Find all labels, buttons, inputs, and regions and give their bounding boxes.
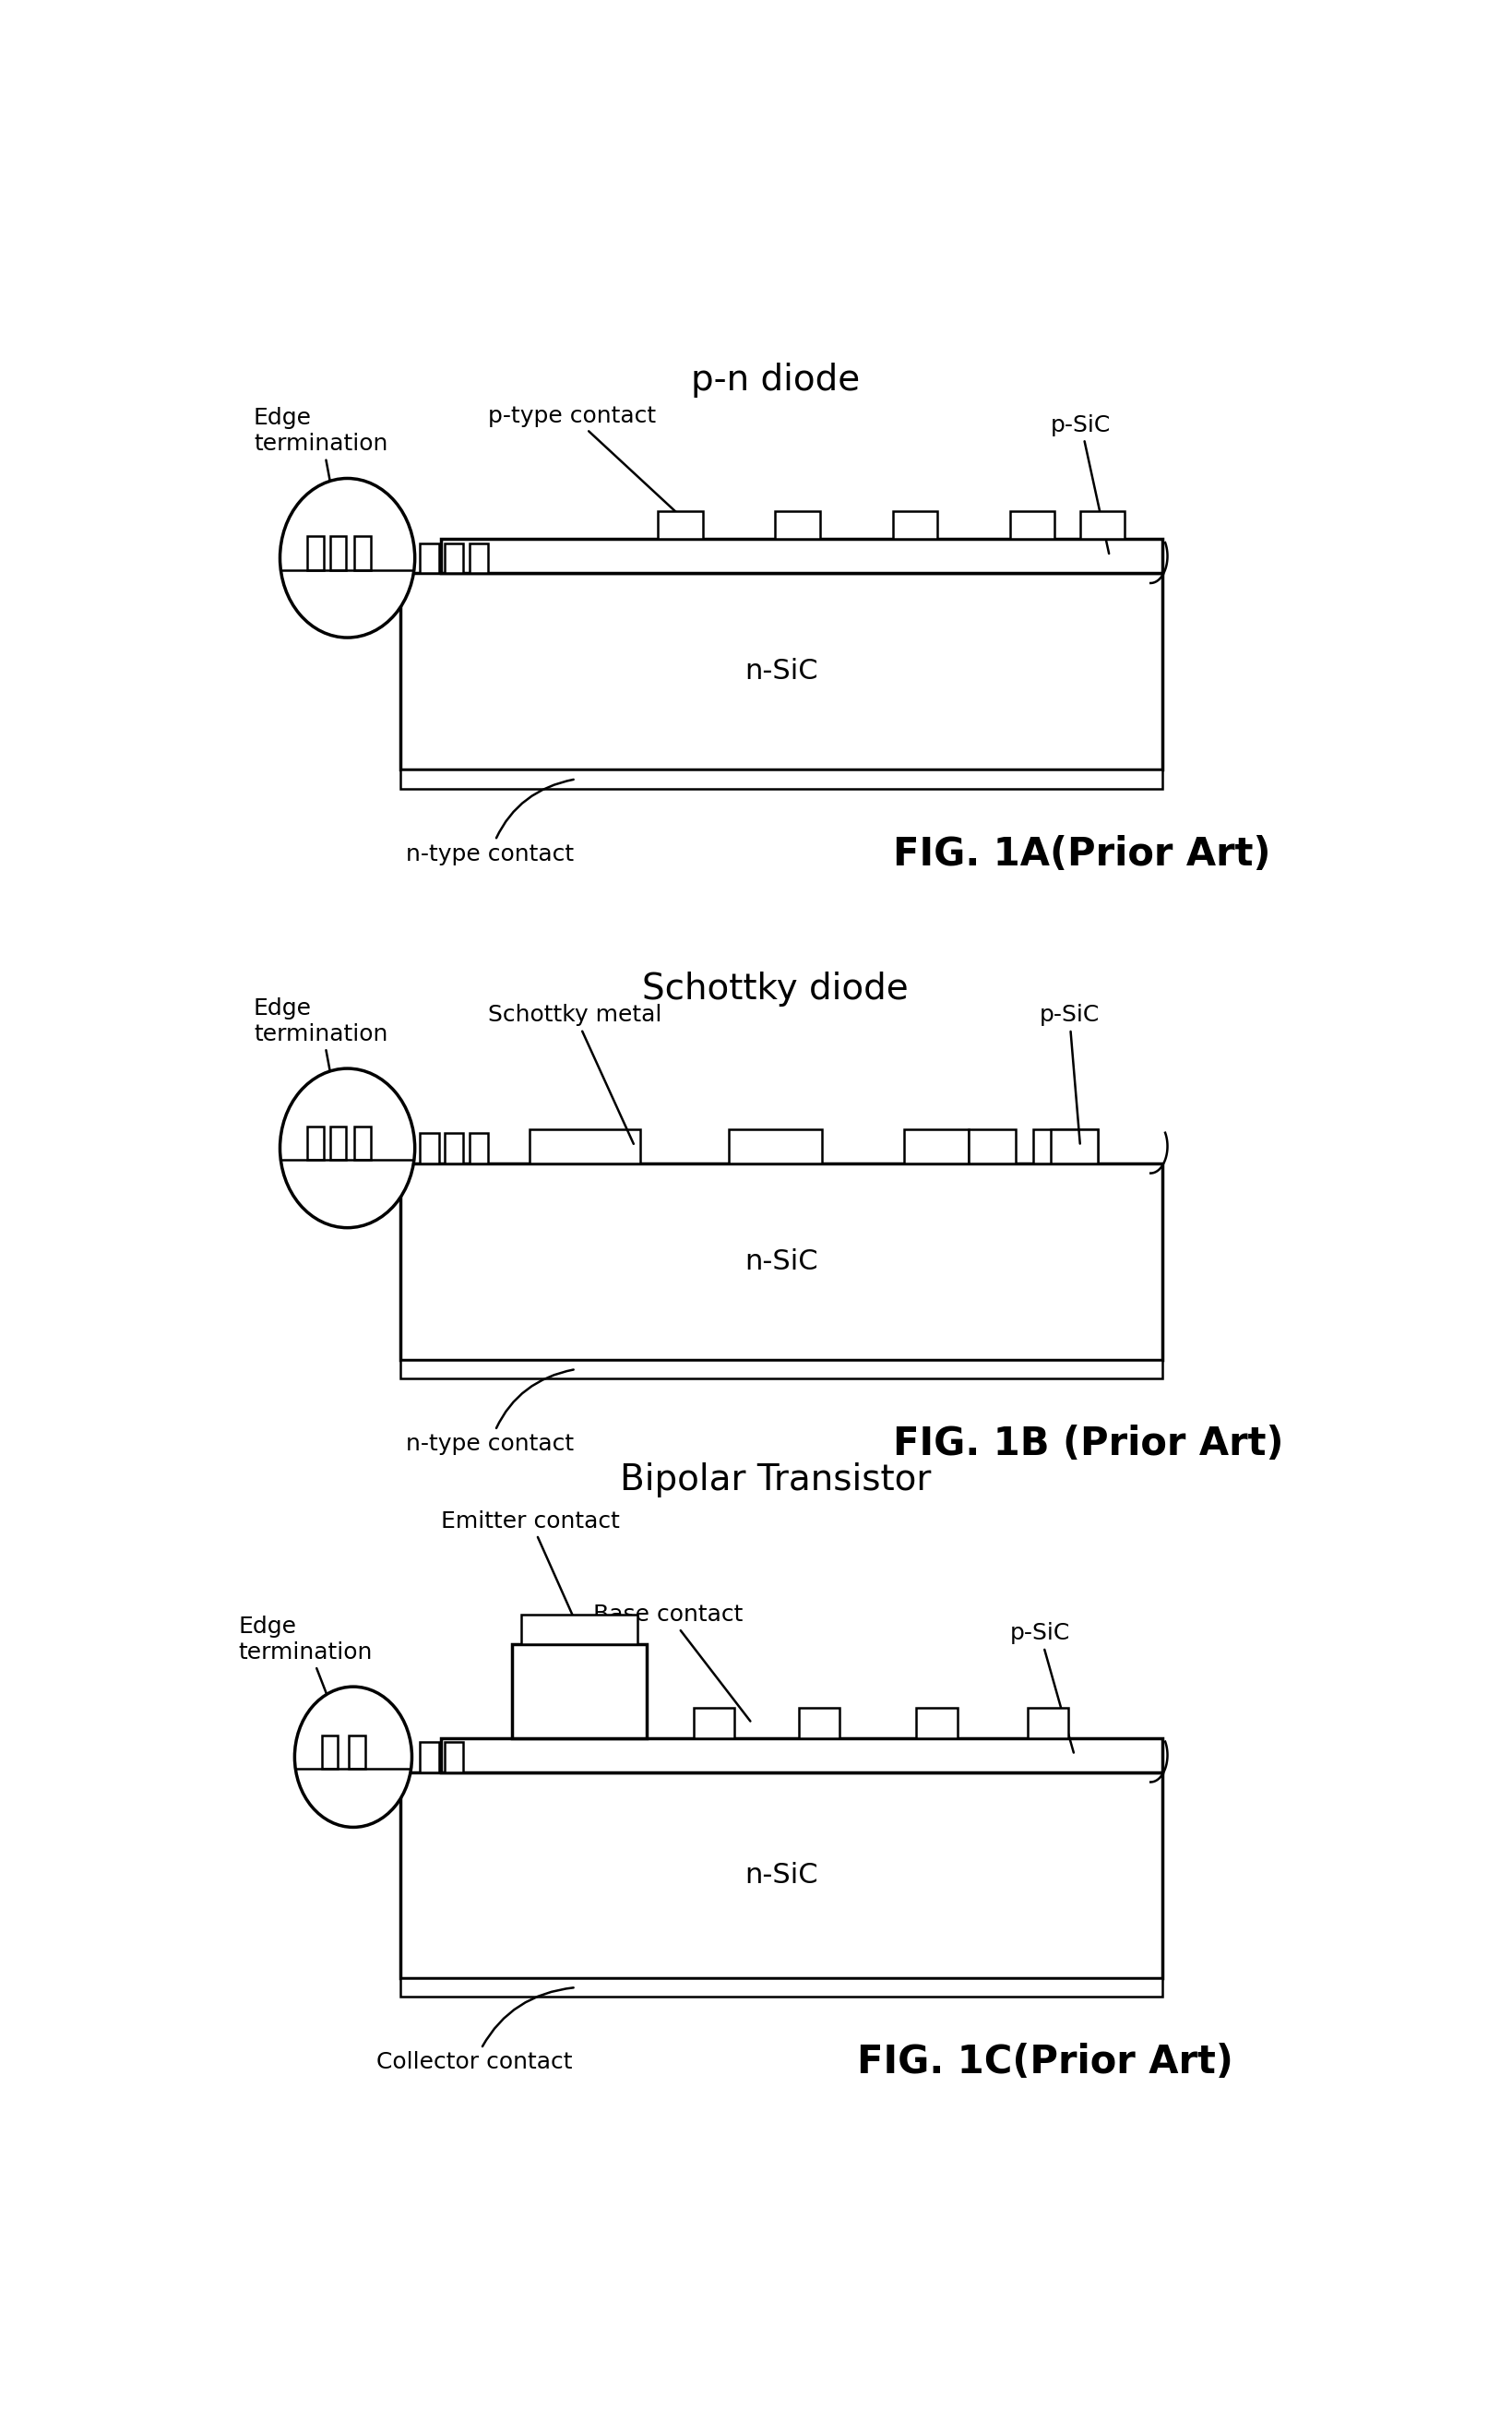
Text: n-type contact: n-type contact bbox=[405, 1370, 573, 1455]
Bar bbox=[399, 1360, 1161, 1380]
Text: Edge
termination: Edge termination bbox=[254, 406, 387, 540]
Bar bbox=[469, 543, 488, 574]
Text: n-SiC: n-SiC bbox=[744, 657, 818, 684]
Bar bbox=[442, 540, 1161, 574]
Bar bbox=[322, 1735, 337, 1769]
Bar bbox=[1027, 1708, 1067, 1737]
Text: Bipolar Transistor: Bipolar Transistor bbox=[620, 1462, 930, 1496]
Bar bbox=[399, 574, 1161, 769]
Ellipse shape bbox=[280, 479, 414, 637]
Bar bbox=[399, 1978, 1161, 1997]
Text: Collector contact: Collector contact bbox=[376, 1988, 573, 2073]
Text: FIG. 1A(Prior Art): FIG. 1A(Prior Art) bbox=[892, 835, 1270, 873]
Bar bbox=[529, 1129, 640, 1163]
Bar bbox=[420, 543, 438, 574]
Bar bbox=[442, 1737, 1161, 1771]
Bar bbox=[399, 1163, 1161, 1360]
Text: n-SiC: n-SiC bbox=[744, 1861, 818, 1888]
Bar bbox=[520, 1616, 637, 1645]
Bar bbox=[892, 511, 936, 540]
Text: FIG. 1C(Prior Art): FIG. 1C(Prior Art) bbox=[857, 2044, 1232, 2083]
Bar bbox=[1080, 511, 1123, 540]
Bar bbox=[307, 535, 324, 569]
Text: p-SiC: p-SiC bbox=[1010, 1623, 1074, 1752]
Bar bbox=[445, 1134, 463, 1163]
Bar bbox=[798, 1708, 839, 1737]
Bar bbox=[445, 543, 463, 574]
Bar bbox=[330, 1126, 346, 1161]
Bar bbox=[354, 1126, 370, 1161]
Text: Emitter contact: Emitter contact bbox=[442, 1511, 620, 1628]
Bar bbox=[330, 535, 346, 569]
Text: FIG. 1B (Prior Art): FIG. 1B (Prior Art) bbox=[892, 1426, 1282, 1465]
Text: p-n diode: p-n diode bbox=[691, 363, 859, 397]
Bar bbox=[1051, 1129, 1098, 1163]
Text: Schottky metal: Schottky metal bbox=[488, 1005, 661, 1144]
Text: p-SiC: p-SiC bbox=[1039, 1005, 1099, 1144]
Text: n-SiC: n-SiC bbox=[744, 1248, 818, 1275]
Bar bbox=[348, 1735, 364, 1769]
Text: Edge
termination: Edge termination bbox=[254, 998, 387, 1131]
Bar bbox=[776, 511, 820, 540]
Ellipse shape bbox=[295, 1686, 411, 1827]
Bar bbox=[511, 1645, 646, 1737]
Bar bbox=[1010, 511, 1054, 540]
Text: n-type contact: n-type contact bbox=[405, 779, 573, 866]
Bar bbox=[399, 1771, 1161, 1978]
Bar bbox=[420, 1134, 438, 1163]
Bar bbox=[729, 1129, 823, 1163]
Text: p-SiC: p-SiC bbox=[1051, 414, 1110, 555]
Bar bbox=[445, 1742, 463, 1771]
Bar bbox=[354, 535, 370, 569]
Bar bbox=[420, 1742, 438, 1771]
Bar bbox=[307, 1126, 324, 1161]
Text: n-SiC: n-SiC bbox=[553, 1681, 603, 1701]
Ellipse shape bbox=[280, 1068, 414, 1229]
Bar bbox=[658, 511, 702, 540]
Bar bbox=[904, 1129, 968, 1163]
Text: Schottky diode: Schottky diode bbox=[641, 971, 909, 1007]
Text: p-type contact: p-type contact bbox=[488, 404, 691, 526]
Bar bbox=[469, 1134, 488, 1163]
Text: Base contact: Base contact bbox=[593, 1603, 750, 1720]
Bar bbox=[1033, 1129, 1098, 1163]
Bar bbox=[916, 1708, 957, 1737]
Bar bbox=[968, 1129, 1015, 1163]
Text: Edge
termination: Edge termination bbox=[239, 1616, 372, 1744]
Bar bbox=[399, 769, 1161, 788]
Bar bbox=[692, 1708, 733, 1737]
